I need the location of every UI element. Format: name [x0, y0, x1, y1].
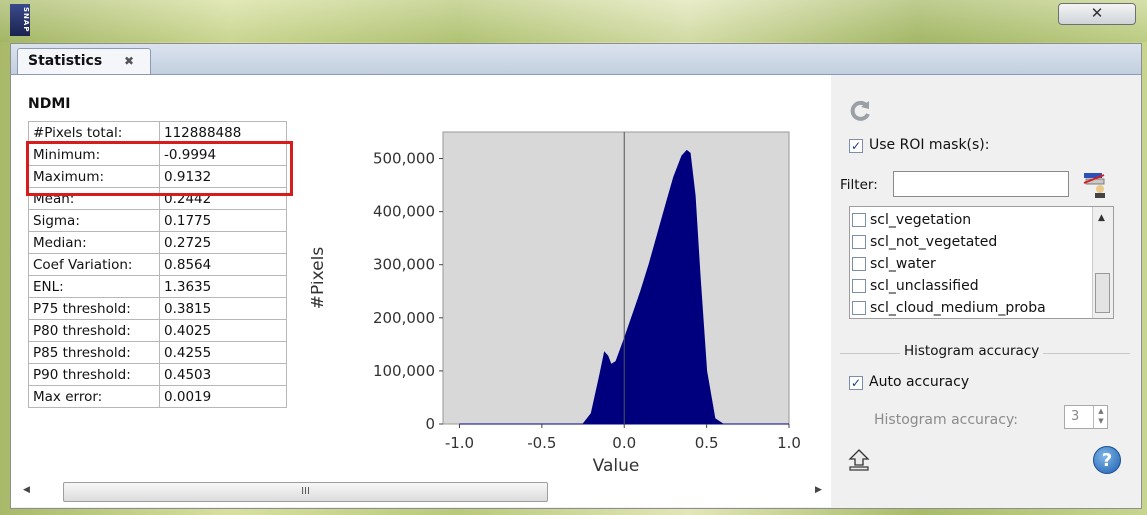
auto-accuracy-label: Auto accuracy: [869, 374, 970, 390]
mask-checkbox[interactable]: [852, 257, 866, 271]
stats-row: P80 threshold: 0.4025: [28, 319, 287, 342]
horizontal-scrollbar[interactable]: ◀ III ▶: [11, 477, 831, 507]
mask-checkbox[interactable]: [852, 213, 866, 227]
x-tick-label: 0.0: [612, 434, 636, 452]
stat-key: P75 threshold:: [28, 297, 160, 320]
stats-row: P90 threshold: 0.4503: [28, 363, 287, 386]
statistics-window: Statistics ✖ NDMI #Pixels total: 11288848…: [10, 43, 1142, 509]
stat-key: Sigma:: [28, 209, 160, 232]
stat-value: 1.3635: [159, 275, 287, 298]
statistics-content: NDMI #Pixels total: 112888488 Minimum: -0.9…: [11, 75, 831, 477]
y-tick-label: 0: [425, 415, 435, 433]
stat-key: Coef Variation:: [28, 253, 160, 276]
stat-key: P90 threshold:: [28, 363, 160, 386]
y-tick-label: 100,000: [373, 362, 435, 380]
stat-key: P85 threshold:: [28, 341, 160, 364]
export-icon[interactable]: [848, 449, 870, 471]
stat-key: P80 threshold:: [28, 319, 160, 342]
stats-row: Maximum: 0.9132: [28, 165, 287, 188]
options-panel: ✓ Use ROI mask(s): Filter: scl_vegetatio…: [832, 75, 1141, 477]
mask-list-item[interactable]: scl_water: [850, 253, 1090, 275]
horizontal-scroll-thumb[interactable]: III: [63, 482, 548, 502]
stat-key: ENL:: [28, 275, 160, 298]
app-logo: SNAP: [10, 4, 30, 36]
mask-list-scrollbar[interactable]: ▲: [1092, 207, 1113, 318]
scroll-left-icon[interactable]: ◀: [23, 485, 30, 495]
tab-statistics[interactable]: Statistics ✖: [17, 48, 151, 74]
stat-key: Median:: [28, 231, 160, 254]
stat-key: #Pixels total:: [28, 121, 160, 144]
y-tick-label: 300,000: [373, 256, 435, 274]
mask-list-item[interactable]: scl_cloud_medium_proba: [850, 297, 1090, 318]
mask-label: scl_vegetation: [870, 212, 972, 228]
stat-value: 0.0019: [159, 385, 287, 408]
mask-checkbox[interactable]: [852, 279, 866, 293]
filter-input[interactable]: [893, 171, 1069, 197]
use-roi-label: Use ROI mask(s):: [869, 137, 990, 153]
mask-label: scl_unclassified: [870, 278, 979, 294]
title-bar: SNAP ✕: [0, 0, 1147, 42]
mask-list-item[interactable]: scl_unclassified: [850, 275, 1090, 297]
mask-list: scl_vegetation scl_not_vegetated scl_water…: [849, 206, 1114, 319]
band-title: NDMI: [28, 96, 71, 112]
histogram-accuracy-spinner[interactable]: 3 ▲ ▼: [1064, 405, 1108, 429]
stat-value: 0.3815: [159, 297, 287, 320]
histogram-accuracy-label: Histogram accuracy:: [874, 412, 1018, 428]
stat-value: 0.1775: [159, 209, 287, 232]
stat-value: 0.8564: [159, 253, 287, 276]
histogram-chart: -1.0 -0.5 0.0 0.5 1.0 0 100,000 200,000 300,000 4…: [311, 131, 801, 476]
stat-key: Maximum:: [28, 165, 160, 188]
mask-label: scl_not_vegetated: [870, 234, 998, 250]
window-close-button[interactable]: ✕: [1058, 3, 1136, 25]
stat-value: 0.2725: [159, 231, 287, 254]
highlight-box: [26, 141, 293, 196]
y-axis-label: #Pixels: [311, 247, 328, 310]
tab-bar: Statistics ✖: [11, 44, 1141, 75]
y-tick-label: 500,000: [373, 150, 435, 168]
x-axis-label: Value: [593, 456, 640, 476]
stat-value: 0.4503: [159, 363, 287, 386]
help-icon[interactable]: ?: [1093, 446, 1121, 474]
x-tick-label: -0.5: [527, 434, 556, 452]
stats-row: Max error: 0.0019: [28, 385, 287, 408]
x-tick-label: 0.5: [695, 434, 719, 452]
mask-list-item[interactable]: scl_not_vegetated: [850, 231, 1090, 253]
scroll-thumb[interactable]: [1095, 273, 1110, 313]
mask-checkbox[interactable]: [852, 301, 866, 315]
statistics-table: #Pixels total: 112888488 Minimum: -0.9994 Ma…: [28, 121, 287, 408]
mask-label: scl_cloud_medium_proba: [870, 300, 1046, 316]
stats-row: Median: 0.2725: [28, 231, 287, 254]
stats-row: P85 threshold: 0.4255: [28, 341, 287, 364]
stats-row: P75 threshold: 0.3815: [28, 297, 287, 320]
auto-accuracy-checkbox[interactable]: ✓: [849, 376, 863, 390]
mask-label: scl_water: [870, 256, 936, 272]
stat-value: 0.4025: [159, 319, 287, 342]
mask-checkbox[interactable]: [852, 235, 866, 249]
scroll-right-icon[interactable]: ▶: [815, 485, 822, 495]
scroll-up-icon[interactable]: ▲: [1098, 213, 1105, 223]
spinner-arrows-icon[interactable]: ▲ ▼: [1093, 406, 1108, 428]
refresh-icon[interactable]: [849, 100, 871, 122]
use-roi-checkbox[interactable]: ✓: [849, 139, 863, 153]
stats-row: Sigma: 0.1775: [28, 209, 287, 232]
stat-key: Max error:: [28, 385, 160, 408]
x-tick-label: 1.0: [777, 434, 801, 452]
histogram-accuracy-group-label: Histogram accuracy: [900, 343, 1044, 359]
y-tick-label: 200,000: [373, 309, 435, 327]
stats-row: Coef Variation: 0.8564: [28, 253, 287, 276]
select-masks-icon[interactable]: [1082, 169, 1108, 199]
tab-label: Statistics: [28, 53, 103, 69]
x-tick-label: -1.0: [445, 434, 474, 452]
stat-value: 0.4255: [159, 341, 287, 364]
mask-list-item[interactable]: scl_vegetation: [850, 209, 1090, 231]
histogram-accuracy-value: 3: [1071, 409, 1080, 424]
filter-label: Filter:: [840, 177, 878, 193]
tab-close-icon[interactable]: ✖: [124, 54, 135, 68]
stats-row: ENL: 1.3635: [28, 275, 287, 298]
y-tick-label: 400,000: [373, 203, 435, 221]
